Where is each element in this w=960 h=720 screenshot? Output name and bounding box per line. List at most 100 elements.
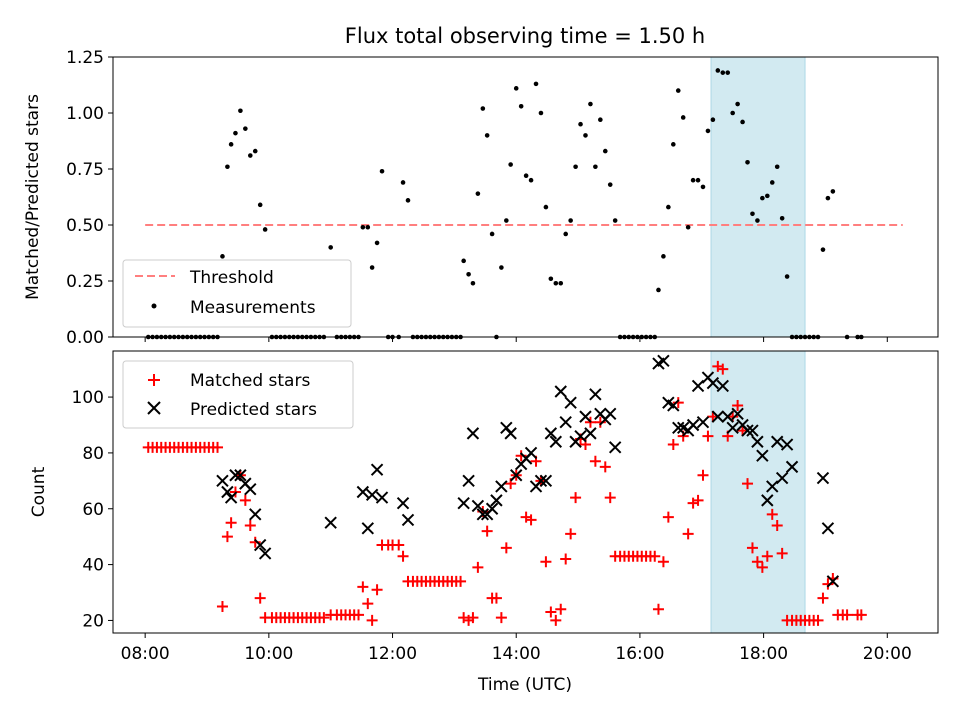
matched-star-point <box>817 592 829 604</box>
measurement-point <box>499 265 504 270</box>
predicted-star-point <box>485 502 499 515</box>
measurement-point <box>480 106 486 111</box>
measurement-point <box>695 177 701 183</box>
predicted-star-point <box>504 427 517 440</box>
matched-star-point <box>697 469 709 481</box>
matched-star-point <box>254 592 266 604</box>
predicted-star-point <box>756 449 769 462</box>
measurement-point <box>710 117 716 123</box>
predicted-star-point <box>457 496 470 510</box>
measurement-point <box>379 168 385 174</box>
predicted-star-point <box>476 508 490 521</box>
measurement-point <box>820 247 826 252</box>
measurement-point <box>661 254 666 259</box>
predicted-star-point <box>258 547 272 560</box>
predicted-star-point <box>780 438 794 451</box>
predicted-star-point <box>741 424 754 437</box>
measurement-point <box>470 280 476 286</box>
measurement-point <box>484 133 490 138</box>
matched-star-point <box>732 399 744 411</box>
predicted-star-point <box>554 385 567 398</box>
x-tick-label: 12:00 <box>368 644 417 664</box>
measurement-point <box>252 148 258 154</box>
measurement-point <box>475 191 481 196</box>
predicted-star-point <box>221 485 234 499</box>
measurement-point <box>513 86 519 91</box>
bottom-y-axis: 20 40 60 80 100 <box>72 388 113 631</box>
matched-star-point <box>657 556 669 568</box>
matched-star-point <box>599 461 611 473</box>
x-tick-label: 20:00 <box>863 644 912 664</box>
y-tick-label: 0.50 <box>66 216 104 236</box>
measurement-point <box>774 164 780 170</box>
x-tick-label: 16:00 <box>615 644 664 664</box>
matched-star-point <box>481 525 493 537</box>
matched-star-point <box>216 600 228 612</box>
measurement-point <box>583 133 588 138</box>
predicted-star-point <box>466 427 480 440</box>
measurement-point <box>760 195 765 201</box>
matched-star-point <box>495 612 507 624</box>
measurement-point <box>548 276 554 282</box>
measurement-point <box>750 211 755 217</box>
legend-measurements-label: Measurements <box>190 298 316 318</box>
matched-star-point <box>353 609 365 621</box>
measurement-point <box>220 254 225 259</box>
measurement-point <box>830 189 836 194</box>
matched-star-point <box>812 614 824 626</box>
predicted-star-point <box>564 396 577 409</box>
measurement-point <box>725 70 731 75</box>
predicted-star-point <box>324 516 337 529</box>
predicted-star-point <box>686 418 700 432</box>
matched-star-point <box>776 547 788 559</box>
predicted-star-point <box>816 471 830 485</box>
measurement-point <box>262 227 268 232</box>
matched-star-point <box>500 542 512 554</box>
measurement-point <box>543 204 549 210</box>
matched-star-point <box>525 514 537 526</box>
predicted-star-point <box>721 410 734 423</box>
measurement-point <box>671 142 676 147</box>
measurement-point <box>612 218 618 223</box>
measurement-point <box>656 287 661 293</box>
matched-star-point <box>357 581 369 593</box>
matched-star-point <box>565 528 577 540</box>
measurement-point <box>508 162 513 167</box>
bottom-legend: Matched stars Predicted stars <box>122 360 354 429</box>
predicted-star-point <box>244 483 257 496</box>
predicted-star-point <box>224 491 238 504</box>
y-tick-label: 0.00 <box>66 328 104 348</box>
predicted-star-point <box>821 522 835 535</box>
measurement-point <box>784 274 790 279</box>
matched-star-point <box>822 578 834 590</box>
measurement-point <box>765 193 770 199</box>
matched-star-point <box>672 397 684 409</box>
chart-title: Flux total observing time = 1.50 h <box>345 24 705 48</box>
matched-star-point <box>239 494 251 506</box>
measurement-point <box>405 198 411 203</box>
matched-star-point <box>550 614 562 626</box>
shaded-span <box>710 350 806 634</box>
matched-star-point <box>362 598 374 610</box>
y-tick-label: 80 <box>82 444 104 464</box>
matched-star-point <box>393 539 405 551</box>
measurement-point <box>558 280 564 286</box>
predicted-star-point <box>401 513 415 527</box>
y-tick-label: 40 <box>82 556 104 576</box>
y-tick-label: 1.25 <box>66 48 104 68</box>
legend-predicted-label: Predicted stars <box>190 400 317 420</box>
bottom-shaded-span <box>710 350 806 634</box>
predicted-star-point <box>559 415 572 429</box>
measurement-point <box>769 180 775 185</box>
matched-star-point <box>371 584 383 596</box>
measurement-point <box>685 224 691 230</box>
matched-star-point <box>540 556 552 568</box>
predicted-star-point <box>216 474 229 488</box>
predicted-star-point <box>229 469 242 482</box>
measurement-point <box>705 128 711 134</box>
measurement-point <box>238 108 243 114</box>
matched-star-point <box>455 575 467 587</box>
matched-star-point <box>717 363 729 375</box>
predicted-star-point <box>356 485 370 499</box>
